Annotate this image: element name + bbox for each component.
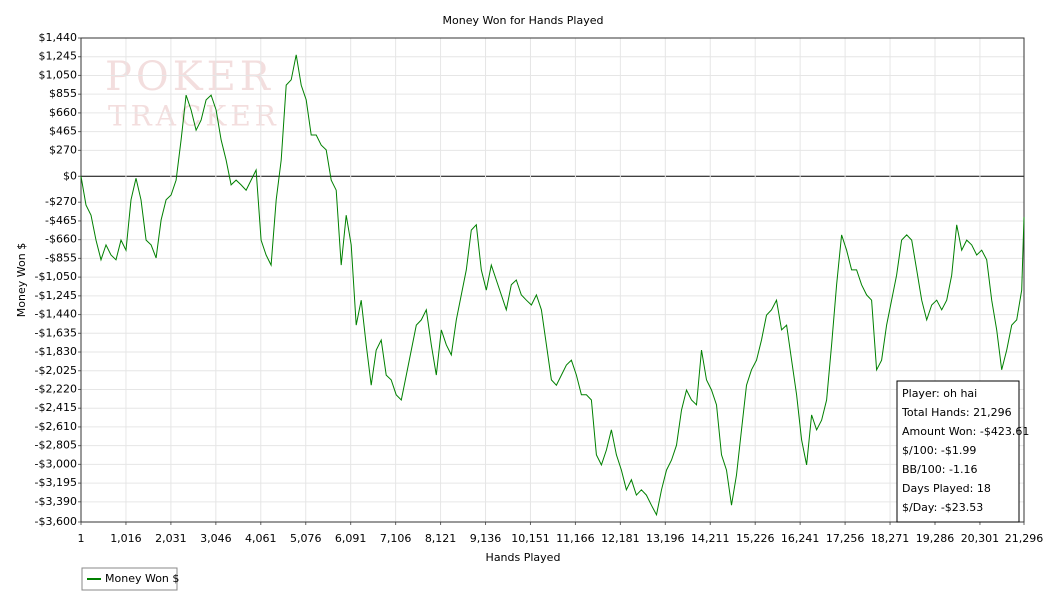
y-tick-label: -$1,635 [35, 326, 77, 339]
x-tick-label: 11,166 [556, 532, 595, 545]
watermark: POKER [105, 54, 274, 100]
info-text: $/Day: -$23.53 [902, 501, 983, 514]
y-tick-label: -$660 [45, 233, 77, 246]
y-tick-label: $1,440 [39, 31, 78, 44]
x-tick-label: 5,076 [290, 532, 322, 545]
x-tick-label: 16,241 [781, 532, 820, 545]
y-tick-label: -$1,830 [35, 345, 77, 358]
legend-box [81, 567, 178, 591]
y-tick-label: -$1,245 [35, 289, 77, 302]
y-tick-label: -$2,805 [35, 439, 77, 452]
x-tick-label: 12,181 [601, 532, 640, 545]
info-text: Days Played: 18 [902, 482, 991, 495]
chart-title: Money Won for Hands Played [443, 14, 604, 27]
watermark: TRACKER [108, 100, 280, 133]
y-tick-label: $1,245 [39, 50, 78, 63]
x-tick-label: 18,271 [871, 532, 910, 545]
info-text: $/100: -$1.99 [902, 444, 976, 457]
x-tick-label: 17,256 [826, 532, 865, 545]
x-tick-label: 1,016 [110, 532, 142, 545]
x-tick-label: 13,196 [646, 532, 685, 545]
x-tick-label: 14,211 [691, 532, 730, 545]
y-tick-label: $270 [49, 143, 77, 156]
x-tick-label: 4,061 [245, 532, 277, 545]
y-tick-label: -$2,220 [35, 382, 77, 395]
x-tick-label: 6,091 [335, 532, 367, 545]
plot-border [80, 37, 1025, 523]
x-tick-label: 9,136 [470, 532, 502, 545]
x-tick-label: 7,106 [380, 532, 412, 545]
info-text: Total Hands: 21,296 [901, 406, 1012, 419]
y-axis-label: Money Won $ [15, 243, 28, 317]
x-tick-label: 3,046 [200, 532, 232, 545]
y-tick-label: -$3,390 [35, 495, 77, 508]
y-tick-label: -$1,050 [35, 270, 77, 283]
x-tick-label: 2,031 [155, 532, 187, 545]
data-line [80, 54, 1025, 517]
legend-label: Money Won $ [105, 572, 179, 585]
y-tick-label: -$2,415 [35, 401, 77, 414]
y-tick-label: -$2,025 [35, 364, 77, 377]
x-tick-label: 21,296 [1005, 532, 1044, 545]
info-box [896, 380, 1020, 523]
y-tick-label: $855 [49, 87, 77, 100]
info-text: BB/100: -1.16 [902, 463, 977, 476]
x-tick-label: 20,301 [961, 532, 1000, 545]
y-tick-label: $0 [63, 169, 77, 182]
info-text: Amount Won: -$423.61 [902, 425, 1029, 438]
y-tick-label: -$3,195 [35, 476, 77, 489]
x-axis-label: Hands Played [486, 551, 561, 564]
y-tick-label: $1,050 [39, 68, 78, 81]
x-tick-label: 10,151 [511, 532, 550, 545]
y-tick-label: -$3,600 [35, 515, 77, 528]
x-tick-label: 8,121 [425, 532, 457, 545]
y-tick-label: -$1,440 [35, 308, 77, 321]
y-tick-label: -$465 [45, 214, 77, 227]
x-tick-label: 15,226 [736, 532, 775, 545]
y-tick-label: -$855 [45, 251, 77, 264]
y-tick-label: -$270 [45, 195, 77, 208]
x-tick-label: 19,286 [916, 532, 955, 545]
y-tick-label: $660 [49, 106, 77, 119]
x-tick-label: 1 [78, 532, 85, 545]
info-text: Player: oh hai [902, 387, 977, 400]
y-tick-label: -$2,610 [35, 420, 77, 433]
y-tick-label: $465 [49, 125, 77, 138]
y-tick-label: -$3,000 [35, 457, 77, 470]
